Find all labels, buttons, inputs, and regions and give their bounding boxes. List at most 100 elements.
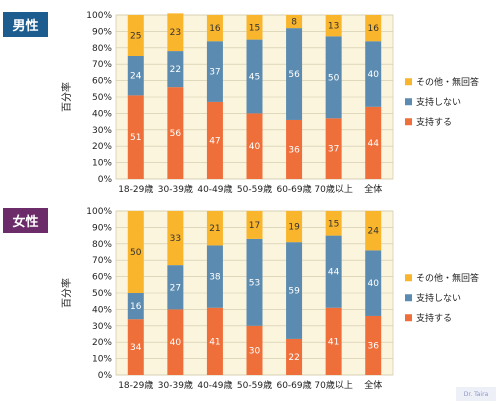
data-label: 15 <box>249 23 260 33</box>
y-axis-label: 百分率 <box>60 82 73 112</box>
bar-segment <box>206 245 223 308</box>
legend-label: 支持する <box>416 312 452 324</box>
data-label: 27 <box>170 283 181 293</box>
data-label: 34 <box>130 343 142 353</box>
data-label: 53 <box>249 278 260 288</box>
bar-segment <box>127 211 144 293</box>
data-label: 44 <box>367 139 379 149</box>
y-tick-label: 100% <box>86 207 112 217</box>
bar-segment <box>365 211 382 251</box>
male-badge: 男性 <box>3 12 48 37</box>
bar-segment <box>365 250 382 316</box>
data-label: 51 <box>130 133 141 143</box>
bar-segment <box>167 87 184 179</box>
data-label: 47 <box>209 136 220 146</box>
legend-swatch <box>405 274 412 282</box>
data-label: 59 <box>288 287 300 297</box>
category-label: 30-39歳 <box>158 183 193 195</box>
y-tick-label: 50% <box>92 93 112 103</box>
legend-swatch <box>405 314 412 322</box>
bar-segment <box>246 325 263 375</box>
data-label: 41 <box>328 337 339 347</box>
data-label: 40 <box>170 338 182 348</box>
y-tick-label: 10% <box>92 355 112 365</box>
legend-label: 支持しない <box>416 292 461 304</box>
bar-segment <box>167 51 184 88</box>
data-label: 22 <box>170 65 181 75</box>
data-label: 36 <box>367 341 379 351</box>
data-label: 24 <box>367 227 379 237</box>
bar-segment <box>167 309 184 375</box>
data-label: 21 <box>209 224 220 234</box>
legend-label: 支持する <box>416 116 452 128</box>
bar-segment <box>325 15 342 37</box>
category-label: 全体 <box>364 379 382 391</box>
data-label: 22 <box>288 353 299 363</box>
category-label: 30-39歳 <box>158 379 193 391</box>
y-tick-label: 60% <box>92 77 112 87</box>
bar-segment <box>127 56 144 96</box>
category-label: 40-49歳 <box>197 379 232 391</box>
bar-segment <box>325 307 342 375</box>
bar-segment <box>325 36 342 119</box>
y-tick-label: 90% <box>92 223 112 233</box>
data-label: 16 <box>209 24 221 34</box>
bar-segment <box>167 265 184 310</box>
bar-segment <box>286 15 303 29</box>
data-label: 56 <box>288 70 300 80</box>
category-label: 40-49歳 <box>197 183 232 195</box>
bar-segment <box>167 13 184 52</box>
y-tick-label: 20% <box>92 338 112 348</box>
legend-label: 支持しない <box>416 96 461 108</box>
y-tick-label: 70% <box>92 256 112 266</box>
data-label: 30 <box>249 346 261 356</box>
data-label: 15 <box>328 219 339 229</box>
data-label: 37 <box>209 68 220 78</box>
legend-swatch <box>405 294 412 302</box>
bar-segment <box>206 307 223 375</box>
bar-segment <box>246 113 263 179</box>
bar-segment <box>286 338 303 375</box>
category-label: 70歳以上 <box>314 183 352 195</box>
data-label: 13 <box>328 22 339 32</box>
y-tick-label: 90% <box>92 27 112 37</box>
bar-segment <box>206 41 223 102</box>
bar-segment <box>365 106 382 179</box>
y-tick-label: 0% <box>98 175 113 185</box>
y-axis-label: 百分率 <box>60 278 73 308</box>
bar-segment <box>246 15 263 40</box>
bar-segment <box>206 101 223 179</box>
y-tick-label: 100% <box>86 11 112 21</box>
bar-segment <box>127 319 144 375</box>
bar-segment <box>246 39 263 114</box>
legend-label: その他・無回答 <box>416 272 479 284</box>
y-tick-label: 50% <box>92 289 112 299</box>
y-tick-label: 30% <box>92 322 112 332</box>
y-tick-label: 40% <box>92 109 112 119</box>
y-tick-label: 70% <box>92 60 112 70</box>
data-label: 44 <box>328 268 340 278</box>
data-label: 23 <box>170 28 181 38</box>
bar-segment <box>365 15 382 42</box>
y-tick-label: 30% <box>92 126 112 136</box>
data-label: 17 <box>249 221 260 231</box>
bar-segment <box>246 238 263 326</box>
bar-segment <box>206 15 223 42</box>
data-label: 19 <box>288 223 300 233</box>
data-label: 45 <box>249 73 260 83</box>
bar-segment <box>246 211 263 239</box>
data-label: 40 <box>367 279 379 289</box>
y-tick-label: 80% <box>92 240 112 250</box>
data-label: 24 <box>130 72 142 82</box>
watermark: Dr. Taira <box>456 387 496 401</box>
bar-segment <box>206 211 223 246</box>
bar-segment <box>127 95 144 179</box>
legend-swatch <box>405 78 412 86</box>
category-label: 50-59歳 <box>237 379 272 391</box>
data-label: 25 <box>130 32 141 42</box>
data-label: 41 <box>209 337 220 347</box>
bar-segment <box>365 41 382 107</box>
category-label: 全体 <box>364 183 382 195</box>
category-label: 50-59歳 <box>237 183 272 195</box>
data-label: 40 <box>367 70 379 80</box>
